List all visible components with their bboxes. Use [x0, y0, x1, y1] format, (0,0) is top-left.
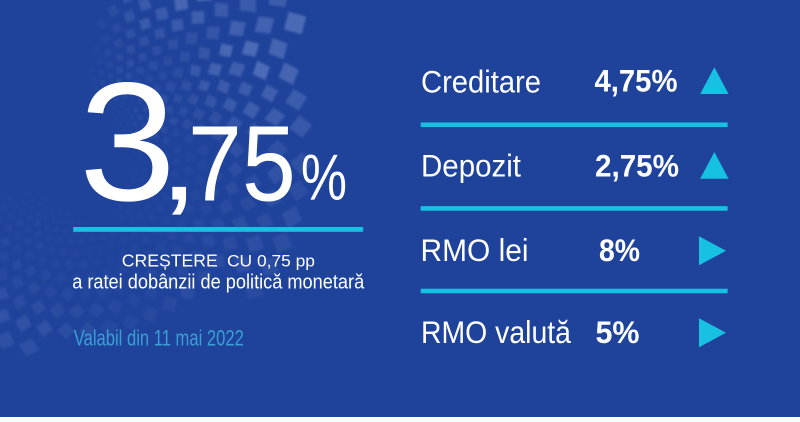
svg-text:RMO valută: RMO valută: [421, 314, 571, 350]
svg-text:Depozit: Depozit: [421, 147, 521, 183]
svg-text:a ratei dobânzii de politică m: a ratei dobânzii de politică monetară: [72, 271, 365, 293]
svg-text:%: %: [301, 141, 347, 214]
svg-text:3: 3: [79, 47, 176, 236]
svg-text:,: ,: [159, 94, 199, 226]
svg-text:CREȘTERE: CREȘTERE: [122, 251, 218, 271]
svg-text:4,75%: 4,75%: [595, 63, 678, 99]
svg-text:RMO lei: RMO lei: [421, 232, 529, 268]
svg-text:Creditare: Creditare: [421, 63, 541, 99]
svg-text:CU 0,75 pp: CU 0,75 pp: [227, 253, 315, 271]
svg-text:75: 75: [188, 103, 296, 224]
svg-text:Valabil din 11 mai 2022: Valabil din 11 mai 2022: [74, 326, 244, 351]
svg-text:5%: 5%: [596, 314, 640, 350]
svg-text:8%: 8%: [599, 232, 640, 268]
svg-text:2,75%: 2,75%: [595, 147, 679, 183]
